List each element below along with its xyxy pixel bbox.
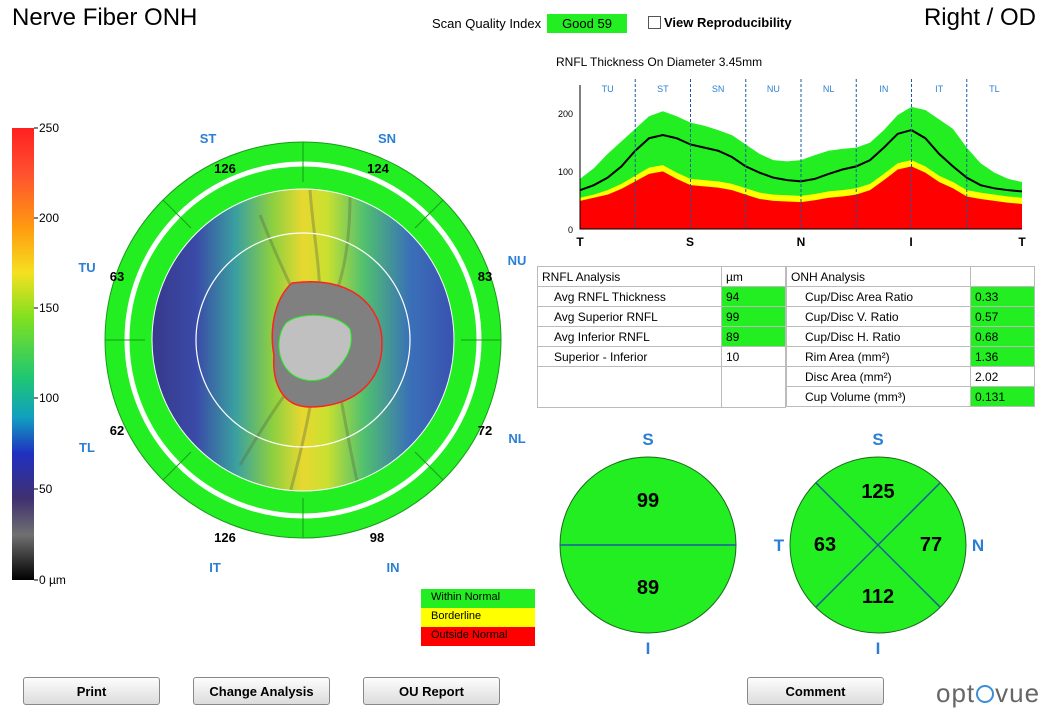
sector-value-it: 126 [214,530,236,545]
quad-label-t: T [774,536,785,555]
sector-label-nu: NU [508,253,527,268]
ou-report-button[interactable]: OU Report [363,677,500,705]
page-title: Nerve Fiber ONH [12,4,198,31]
tsnit-x-label: S [686,235,694,249]
tsnit-sector-label: NL [823,84,835,94]
scale-tick: 150 [39,301,59,315]
tsnit-x-label: N [797,235,806,249]
sector-value-sn: 124 [367,161,389,176]
tsnit-y-tick: 0 [568,225,573,235]
color-scale-bar [12,128,34,580]
print-button[interactable]: Print [23,677,160,705]
table-header: µm [721,266,786,287]
table-row: Superior - Inferior 10 [537,346,786,367]
sector-label-st: ST [200,131,217,146]
view-reproducibility-label[interactable]: View Reproducibility [664,15,792,30]
table-row: Avg Inferior RNFL 89 [537,326,786,347]
tsnit-title: RNFL Thickness On Diameter 3.45mm [556,55,763,69]
rnfl-analysis-table: RNFL Analysis µm Avg RNFL Thickness 94 Avg… [537,266,786,408]
table-row: Cup/Disc V. Ratio 0.57 [786,306,1035,327]
sector-value-in: 98 [370,530,384,545]
table-row: Avg Superior RNFL 99 [537,306,786,327]
hemi-inferior-value: 89 [637,577,659,599]
tsnit-x-label: I [909,235,912,249]
tsnit-axis [579,85,1022,230]
hemi-label-s: S [642,430,653,449]
table-row: Cup/Disc Area Ratio 0.33 [786,286,1035,307]
scale-tick: 250 [39,121,59,135]
table-row: Avg RNFL Thickness 94 [537,286,786,307]
legend-borderline: Borderline [421,608,535,627]
sector-label-tl: TL [79,440,95,455]
quadrant-circle: S I T N 125 112 63 77 [774,430,984,658]
quad-superior-value: 125 [861,481,894,503]
color-scale: 250 200 150 100 50 0 µm [12,121,66,587]
hemi-superior-value: 99 [637,490,659,512]
tsnit-sector-label: SN [712,84,725,94]
cup-margin [278,314,352,381]
quad-inferior-value: 112 [862,586,894,608]
legend-outside-normal: Outside Normal [421,627,535,646]
tsnit-y-tick: 200 [558,109,573,119]
scan-quality-badge: Good 59 [547,14,627,33]
scale-tick: 0 µm [39,573,66,587]
tsnit-sector-label: TL [989,84,1000,94]
rnfl-thickness-map: 126 124 83 72 98 126 62 63 ST SN NU NL I… [78,131,527,575]
sector-label-in: IN [387,560,400,575]
sector-value-tl: 62 [110,423,124,438]
quad-label-s: S [872,430,883,449]
quad-temporal-value: 63 [814,534,836,556]
table-row: Cup Volume (mm³) 0.131 [786,386,1035,407]
tsnit-x-label: T [1018,235,1026,249]
sector-value-st: 126 [214,161,236,176]
scan-quality-label: Scan Quality Index [432,16,542,31]
sector-value-nl: 72 [478,423,492,438]
tsnit-sector-label: NU [767,84,780,94]
eye-label: Right / OD [923,4,1036,31]
hemi-label-i: I [646,639,651,658]
tsnit-sector-label: IN [879,84,888,94]
quad-label-n: N [972,536,984,555]
table-row: Disc Area (mm²) 2.02 [786,366,1035,387]
tsnit-area-outside-normal [580,166,1022,229]
table-row: Rim Area (mm²) 1.36 [786,346,1035,367]
table-header: RNFL Analysis [537,266,722,287]
optovue-logo: opt vue [936,678,1041,708]
sector-label-tu: TU [78,260,95,275]
tsnit-chart: TU ST SN NU NL IN IT TL 200 100 0 T S N I T [558,79,1026,249]
hemisphere-circle: S I 99 89 [559,430,737,658]
comment-button[interactable]: Comment [747,677,884,705]
tsnit-sector-label: TU [602,84,614,94]
scale-tick: 100 [39,391,59,405]
change-analysis-button[interactable]: Change Analysis [193,677,330,705]
sector-label-nl: NL [508,431,525,446]
tsnit-sector-label: ST [657,84,669,94]
quad-label-i: I [876,639,881,658]
sector-value-nu: 83 [478,269,492,284]
onh-analysis-table: ONH Analysis Cup/Disc Area Ratio 0.33 Cup… [786,266,1035,407]
sector-label-it: IT [209,560,221,575]
sector-value-tu: 63 [110,269,124,284]
scale-tick: 200 [39,211,59,225]
table-header [970,266,1035,287]
scale-tick: 50 [39,482,53,496]
sector-label-sn: SN [378,131,396,146]
tsnit-y-tick: 100 [558,167,573,177]
view-reproducibility-checkbox[interactable] [648,16,661,29]
table-header: ONH Analysis [786,266,971,287]
tsnit-sector-label: IT [935,84,944,94]
legend-within-normal: Within Normal [421,589,535,608]
tsnit-x-label: T [576,235,584,249]
quad-nasal-value: 77 [920,534,942,556]
table-row: Cup/Disc H. Ratio 0.68 [786,326,1035,347]
